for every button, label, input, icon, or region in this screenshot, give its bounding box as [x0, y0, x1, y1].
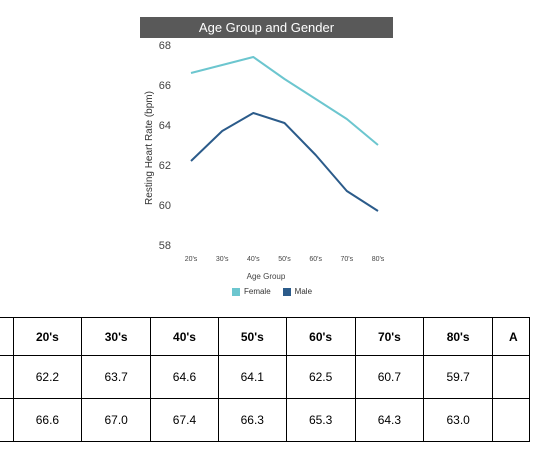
x-tick-label: 50's — [278, 256, 291, 263]
table-cell: 59.7 — [423, 355, 494, 399]
table-cell: 60.7 — [354, 355, 425, 399]
legend-label-male: Male — [294, 287, 313, 296]
line-chart: Resting Heart Rate (bpm) Age Group 58 60 6… — [144, 40, 385, 281]
chart-legend: Female Male — [0, 287, 534, 296]
x-tick-label: 80's — [372, 256, 385, 263]
table-cell: 62.5 — [285, 355, 356, 399]
y-tick-label: 68 — [159, 40, 171, 52]
table-cell: 66.6 — [12, 398, 83, 442]
table-cell-empty — [492, 355, 530, 399]
y-tick-label: 62 — [159, 160, 171, 172]
chart-title: Age Group and Gender — [140, 17, 393, 38]
table-cell: 66.3 — [217, 398, 287, 442]
table-cell: 63.0 — [423, 398, 494, 442]
y-tick-label: 64 — [159, 120, 171, 132]
table-header-partial: A — [492, 317, 530, 356]
table-cell: 62.2 — [12, 355, 83, 399]
legend-swatch-female — [231, 287, 240, 296]
legend-item-male[interactable]: Male — [282, 287, 313, 296]
table-cell: 64.3 — [354, 398, 425, 442]
table-cell: 63.7 — [81, 355, 152, 399]
x-axis-label: Age Group — [247, 272, 286, 281]
table-cell: 65.3 — [285, 398, 356, 442]
table-cell: 64.1 — [217, 355, 287, 399]
legend-label-female: Female — [243, 287, 271, 296]
table-row-male: 62.2 63.7 64.6 64.1 62.5 60.7 59.7 — [0, 355, 530, 399]
y-axis-label: Resting Heart Rate (bpm) — [144, 91, 155, 205]
y-tick-label: 58 — [159, 240, 171, 252]
table-cell: 67.0 — [81, 398, 152, 442]
x-tick-label: 30's — [216, 256, 229, 263]
data-table: 20's 30's 40's 50's 60's 70's 80's A 62.… — [0, 317, 530, 442]
x-tick-label: 60's — [309, 256, 322, 263]
table-cell: 64.6 — [150, 355, 219, 399]
table-header-70s: 70's — [354, 317, 425, 356]
series-line-male — [190, 112, 379, 212]
table-row-female: 66.6 67.0 67.4 66.3 65.3 64.3 63.0 — [0, 398, 530, 442]
x-tick-label: 20's — [185, 256, 198, 263]
table-header-40s: 40's — [150, 317, 219, 356]
legend-swatch-male — [282, 287, 291, 296]
table-header-60s: 60's — [285, 317, 356, 356]
table-row-label — [0, 398, 14, 442]
table-header-20s: 20's — [12, 317, 83, 356]
table-header-30s: 30's — [81, 317, 152, 356]
table-header-50s: 50's — [217, 317, 287, 356]
legend-item-female[interactable]: Female — [231, 287, 271, 296]
x-tick-label: 70's — [341, 256, 354, 263]
table-header-row: 20's 30's 40's 50's 60's 70's 80's A — [0, 317, 530, 356]
table-cell: 67.4 — [150, 398, 219, 442]
table-header-80s: 80's — [423, 317, 494, 356]
table-corner-cell — [0, 317, 14, 356]
y-tick-label: 60 — [159, 200, 171, 212]
x-tick-label: 40's — [247, 256, 260, 263]
table-cell-empty — [492, 398, 530, 442]
y-tick-label: 66 — [159, 80, 171, 92]
series-line-female — [190, 56, 379, 146]
table-row-label — [0, 355, 14, 399]
